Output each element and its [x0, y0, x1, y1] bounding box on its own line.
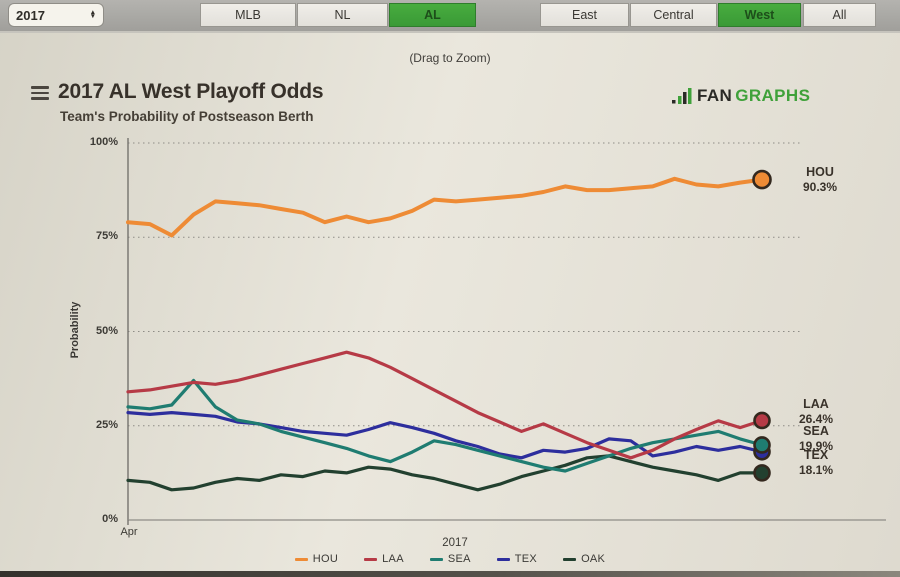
division-button-west[interactable]: West [718, 3, 801, 27]
end-label-laa-value: 26.4% [798, 412, 834, 426]
division-button-all[interactable]: All [803, 3, 876, 27]
plot-drag-zoom-area[interactable] [128, 143, 762, 520]
season-select-value: 2017 [16, 7, 45, 23]
ytick-75: 75% [95, 230, 118, 242]
y-axis-title: Probability [69, 301, 81, 359]
end-label-hou-value: 90.3% [802, 180, 838, 194]
end-label-sea: SEA 19.9% [784, 424, 848, 453]
ytick-0: 0% [102, 513, 118, 525]
end-label-laa: LAA 26.4% [784, 397, 848, 426]
x-axis-title: 2017 [442, 537, 468, 549]
legend-label-tex: TEX [514, 553, 538, 565]
end-label-tex: TEX 18.1% [784, 448, 848, 477]
legend-label-sea: SEA [447, 553, 471, 565]
end-marker-oak [753, 464, 771, 482]
logo-text-fan: FAN [697, 86, 733, 105]
top-toolbar: 2017 ▲ ▼ MLB NL AL East Central West All [0, 0, 900, 33]
xtick-apr: Apr [120, 526, 138, 538]
screen-bezel-edge [0, 571, 900, 577]
legend-swatch-laa [364, 557, 378, 561]
end-marker-hou [752, 169, 772, 190]
series-line-oak [126, 454, 764, 492]
fangraphs-logo: FAN GRAPHS [672, 86, 810, 106]
end-label-sea-team: SEA [803, 424, 829, 438]
chart-title: 2017 AL West Playoff Odds [58, 80, 324, 103]
series-line-tex [126, 411, 764, 460]
legend-label-oak: OAK [581, 553, 606, 565]
league-button-nl[interactable]: NL [297, 3, 388, 27]
legend-swatch-tex [496, 557, 510, 561]
end-marker-laa [753, 411, 771, 430]
chart-menu-icon[interactable] [31, 86, 49, 103]
ytick-100: 100% [89, 136, 118, 148]
end-label-tex-team: TEX [803, 448, 829, 462]
legend-item-tex[interactable]: TEX [496, 553, 538, 565]
fangraphs-logo-icon [672, 87, 692, 104]
ytick-50: 50% [95, 325, 118, 337]
end-label-tex-value: 18.1% [798, 463, 834, 477]
legend-swatch-hou [294, 557, 308, 561]
logo-text-graphs: GRAPHS [735, 86, 811, 105]
legend-swatch-sea [429, 557, 443, 561]
select-spinner-icon: ▲ ▼ [89, 9, 96, 20]
end-label-sea-value: 19.9% [798, 439, 834, 453]
end-label-hou-team: HOU [806, 165, 834, 179]
division-button-central[interactable]: Central [630, 3, 717, 27]
division-button-east[interactable]: East [540, 3, 629, 27]
legend-label-hou: HOU [312, 553, 339, 565]
legend-label-laa: LAA [382, 553, 404, 565]
chart-legend: HOU LAA SEA TEX OAK [0, 553, 900, 565]
legend-swatch-oak [563, 557, 577, 561]
end-label-hou: HOU 90.3% [788, 165, 852, 194]
league-button-mlb[interactable]: MLB [200, 3, 296, 27]
chart-subtitle: Team's Probability of Postseason Berth [60, 109, 314, 124]
legend-item-hou[interactable]: HOU [294, 553, 339, 565]
legend-item-sea[interactable]: SEA [429, 553, 471, 565]
end-marker-sea [753, 436, 771, 454]
end-label-laa-team: LAA [803, 397, 829, 411]
drag-to-zoom-hint: (Drag to Zoom) [409, 51, 491, 65]
series-line-hou [126, 176, 764, 238]
legend-item-oak[interactable]: OAK [563, 553, 605, 565]
league-button-al[interactable]: AL [389, 3, 476, 27]
legend-item-laa[interactable]: LAA [364, 553, 404, 565]
ytick-25: 25% [95, 419, 118, 431]
series-line-sea [126, 378, 764, 473]
series-line-laa [126, 350, 764, 460]
season-select[interactable]: 2017 ▲ ▼ [8, 3, 104, 27]
